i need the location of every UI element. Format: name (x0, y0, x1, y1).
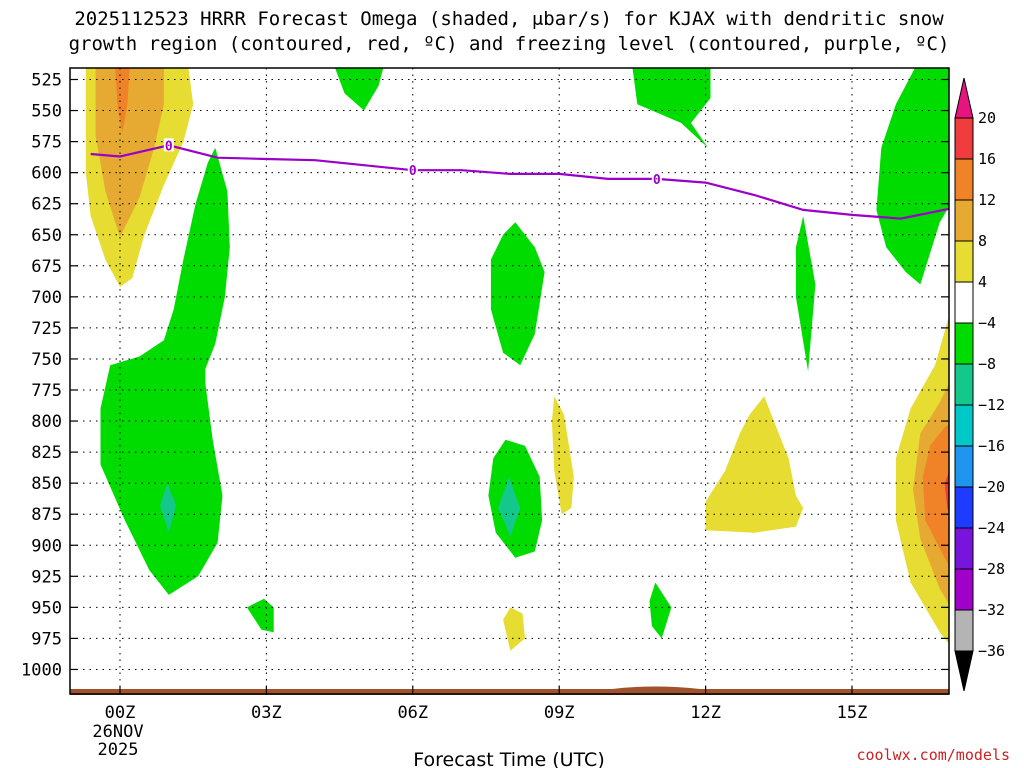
y-tick-label-550: 550 (31, 102, 62, 122)
omega-region-neg-diagonal (100, 147, 230, 595)
colorbar-label: 4 (978, 273, 987, 291)
x-tick-label-15Z: 15Z (837, 703, 868, 723)
freezing-level-layer: 0 0 0 (90, 138, 949, 220)
omega-region-neg-03z-small (246, 598, 274, 633)
colorbar-label: 8 (978, 232, 987, 250)
colorbar-label: −28 (978, 560, 1005, 578)
colorbar-bin (954, 322, 974, 365)
colorbar-label: −36 (978, 642, 1005, 660)
colorbar-over-arrow (954, 77, 974, 119)
colorbar-label: 16 (978, 150, 996, 168)
x-tick-sublabel: 26NOV (92, 722, 143, 742)
y-tick-label-575: 575 (31, 133, 62, 153)
colorbar-label: −20 (978, 478, 1005, 496)
colorbar-label: 12 (978, 191, 996, 209)
colorbar-bin (954, 445, 974, 488)
x-tick-label-12Z: 12Z (690, 703, 721, 723)
colorbar-bin (954, 363, 974, 406)
chart-title-line-2: growth region (contoured, red, ºC) and f… (69, 33, 950, 55)
y-tick-label-675: 675 (31, 257, 62, 277)
credit-link[interactable]: coolwx.com/models (856, 746, 1010, 764)
x-tick-label-06Z: 06Z (397, 703, 428, 723)
colorbar-bin (954, 281, 974, 324)
omega-region-neg-top-05z (335, 68, 384, 111)
y-tick-label-625: 625 (31, 195, 62, 215)
colorbar-bin (954, 158, 974, 201)
y-tick-label-800: 800 (31, 412, 62, 432)
freezing-level-label: 0 (653, 173, 661, 188)
y-tick-label-850: 850 (31, 474, 62, 494)
freezing-level-label-bg (163, 138, 174, 152)
x-tick-label-03Z: 03Z (251, 703, 282, 723)
colorbar-bin (954, 486, 974, 529)
ground-surface-bump (612, 686, 700, 689)
omega-region-neg-1430 (795, 216, 816, 372)
omega-region-neg-11z-small (649, 582, 672, 639)
freezing-level-label: 0 (409, 164, 417, 179)
chart-title-line-1: 2025112523 HRRR Forecast Omega (shaded, … (74, 8, 944, 30)
omega-region-pos-12z-block (705, 396, 804, 533)
colorbar-bin (954, 404, 974, 447)
plot-frame (69, 67, 950, 695)
omega-region-neg-08z (490, 222, 545, 366)
colorbar-bin (954, 568, 974, 611)
omega-region-neg-right-upper (876, 68, 949, 285)
y-tick-label-750: 750 (31, 350, 62, 370)
omega-region-neg-top-12z (632, 68, 711, 148)
y-tick-label-875: 875 (31, 505, 62, 525)
y-tick-label-1000: 1000 (21, 660, 62, 680)
x-axis-title: Forecast Time (UTC) (413, 749, 604, 768)
y-tick-label-725: 725 (31, 319, 62, 339)
freezing-level-label: 0 (165, 139, 173, 154)
omega-region-pos-08z-small (503, 607, 525, 651)
freezing-level-label-bg (651, 171, 662, 185)
colorbar-label: −24 (978, 519, 1005, 537)
freezing-level-label-bg (407, 163, 418, 177)
omega-region-neg-core (160, 483, 177, 533)
y-tick-label-650: 650 (31, 226, 62, 246)
y-tick-label-925: 925 (31, 567, 62, 587)
colorbar-under-arrow (954, 650, 974, 692)
colorbar-bin (954, 527, 974, 570)
y-axis: 525 550 575 600 625 650 675 700 725 750 775 800 825 8… (21, 71, 949, 680)
colorbar-bin (954, 199, 974, 242)
y-tick-label-525: 525 (31, 71, 62, 91)
omega-shading-layer (85, 68, 949, 651)
x-tick-label-00Z: 00Z (105, 703, 136, 723)
y-tick-label-900: 900 (31, 536, 62, 556)
omega-region-pos-upper-left (95, 68, 164, 238)
colorbar-label: −16 (978, 437, 1005, 455)
y-tick-label-975: 975 (31, 629, 62, 649)
omega-region-pos-right-lower (944, 472, 949, 513)
colorbar-label: −12 (978, 396, 1005, 414)
omega-region-pos-right-lower (922, 424, 949, 566)
colorbar-bin (954, 117, 974, 160)
colorbar-label: −8 (978, 355, 996, 373)
omega-region-neg-08z-core (498, 476, 521, 537)
colorbar-label: −32 (978, 601, 1005, 619)
y-tick-label-600: 600 (31, 164, 62, 184)
ground-surface-bar (70, 689, 949, 695)
freezing-level-line (90, 144, 949, 220)
colorbar-label: −4 (978, 314, 996, 332)
colorbar-label: 20 (978, 109, 996, 127)
x-tick-sublabel: 2025 (98, 740, 139, 760)
omega-region-pos-upper-left (115, 68, 130, 133)
colorbar-bin (954, 609, 974, 652)
colorbar-bin (954, 240, 974, 283)
y-tick-label-825: 825 (31, 443, 62, 463)
colorbar: 20 16 12 8 4 −4 −8 −12 −16 −20 −24 −28 −32 −36 (954, 77, 1005, 692)
x-tick-label-09Z: 09Z (544, 703, 575, 723)
omega-region-pos-09z-sliver (551, 396, 574, 515)
y-tick-label-775: 775 (31, 381, 62, 401)
y-tick-label-700: 700 (31, 288, 62, 308)
y-tick-label-950: 950 (31, 598, 62, 618)
